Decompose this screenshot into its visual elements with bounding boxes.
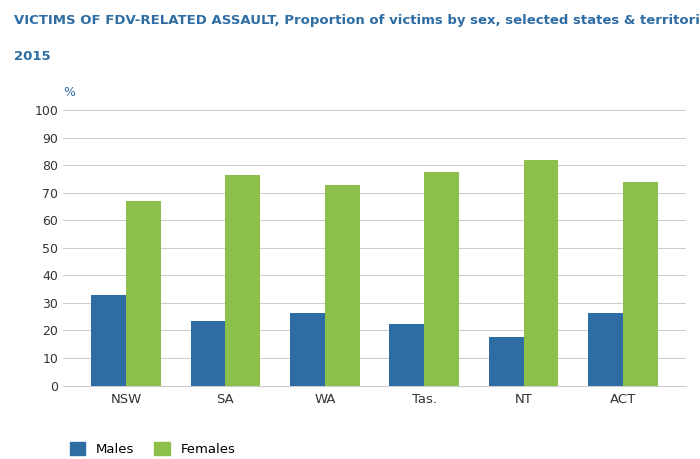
- Bar: [489, 337, 524, 386]
- Bar: [190, 321, 225, 386]
- Text: VICTIMS OF FDV-RELATED ASSAULT, Proportion of victims by sex, selected states & : VICTIMS OF FDV-RELATED ASSAULT, Proporti…: [14, 14, 700, 27]
- Bar: [623, 182, 658, 386]
- Legend: Males, Females: Males, Females: [69, 442, 235, 456]
- Bar: [424, 172, 459, 386]
- Bar: [389, 324, 424, 386]
- Bar: [225, 175, 260, 386]
- Text: %: %: [63, 86, 75, 99]
- Bar: [588, 313, 623, 386]
- Bar: [126, 201, 161, 386]
- Bar: [524, 160, 559, 386]
- Text: 2015: 2015: [14, 50, 50, 63]
- Bar: [290, 313, 325, 386]
- Bar: [91, 295, 126, 386]
- Bar: [325, 185, 360, 386]
